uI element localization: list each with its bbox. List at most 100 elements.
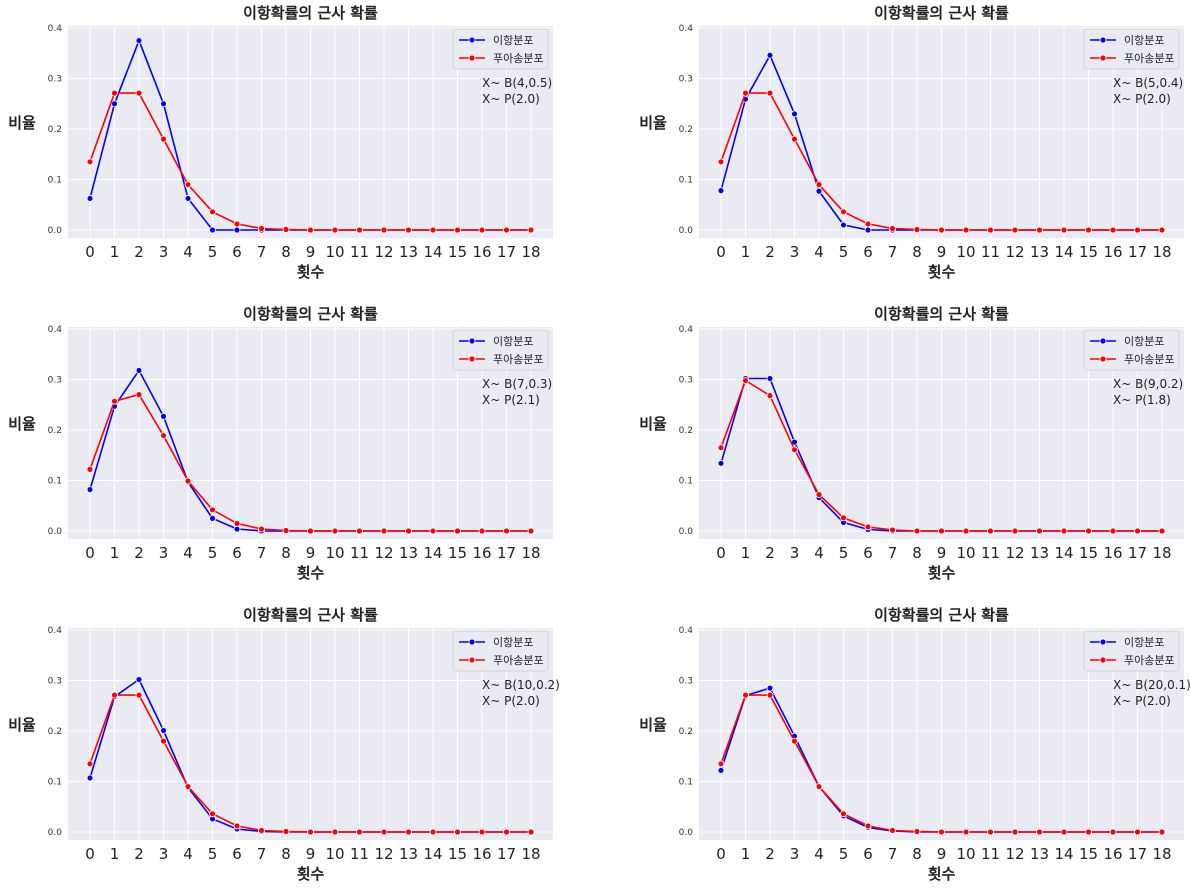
x-tick-label: 13 (1030, 845, 1049, 863)
data-point-poisson (791, 446, 798, 454)
y-tick-label: 0.4 (48, 24, 63, 34)
chart-panel-1: 0.00.10.20.30.40 1 2 3 4 5 6 7 8 9 10 11 12 13 14 15 16 1… (8, 4, 553, 281)
y-tick-label: 0.2 (679, 125, 693, 135)
data-point-poisson (1158, 527, 1166, 535)
data-point-poisson (840, 514, 847, 522)
x-tick-label: 8 (912, 243, 922, 261)
data-point-poisson (405, 527, 412, 535)
y-axis-title: 비율 (639, 716, 667, 734)
data-point-poisson (1109, 527, 1117, 535)
data-point-poisson (111, 691, 118, 699)
x-tick-label: 2 (134, 544, 144, 562)
legend-marker-poisson (468, 355, 476, 363)
data-point-poisson (742, 89, 749, 97)
data-point-poisson (184, 477, 192, 485)
data-point-poisson (111, 89, 118, 97)
legend-label: 푸아송분포 (1124, 52, 1175, 65)
x-tick-label: 18 (521, 845, 540, 863)
data-point-poisson (307, 527, 314, 535)
y-tick-label: 0.0 (679, 226, 694, 236)
x-tick-label: 2 (134, 243, 144, 261)
data-point-poisson (233, 822, 241, 830)
data-point-poisson (209, 506, 216, 514)
x-tick-label: 1 (741, 845, 751, 863)
x-tick-label: 2 (765, 544, 775, 562)
x-tick-label: 0 (716, 243, 726, 261)
data-point-poisson (380, 527, 388, 535)
x-tick-label: 4 (183, 845, 193, 863)
x-tick-label: 7 (888, 544, 898, 562)
x-tick-label: 3 (790, 243, 800, 261)
x-tick-label: 2 (765, 845, 775, 863)
y-tick-label: 0.1 (679, 477, 693, 487)
data-point-poisson (380, 226, 388, 234)
chart-panel-4: 0.00.10.20.30.40 1 2 3 4 5 6 7 8 9 10 11 12 13 14 15 16 1… (639, 305, 1184, 582)
x-axis-title: 횟수 (928, 263, 956, 281)
x-tick-label: 10 (956, 544, 975, 562)
y-tick-label: 0.1 (48, 477, 62, 487)
x-tick-label: 14 (1054, 845, 1073, 863)
y-tick-label: 0.0 (679, 527, 694, 537)
y-tick-label: 0.0 (48, 226, 63, 236)
legend-marker-poisson (468, 54, 476, 62)
data-point-poisson (1158, 828, 1166, 836)
x-tick-label: 0 (85, 544, 95, 562)
data-point-poisson (962, 527, 970, 535)
data-point-binomial (86, 486, 94, 493)
panel-title: 이항확률의 근사 확률 (874, 305, 1009, 323)
data-point-poisson (742, 691, 749, 699)
y-tick-label: 0.4 (679, 325, 694, 335)
legend-marker-binomial (468, 337, 476, 345)
data-point-poisson (527, 527, 535, 535)
legend-label: 푸아송분포 (493, 654, 544, 667)
x-tick-label: 5 (839, 845, 849, 863)
data-point-binomial (766, 375, 774, 382)
legend-marker-poisson (1099, 54, 1107, 62)
legend-marker-binomial (1099, 638, 1107, 646)
y-tick-label: 0.2 (48, 727, 62, 737)
x-tick-label: 14 (1054, 243, 1073, 261)
distribution-annotation: X~ P(2.0) (1113, 694, 1171, 708)
y-tick-label: 0.1 (48, 778, 62, 788)
data-point-poisson (86, 465, 94, 473)
legend-frame (1083, 329, 1180, 371)
x-tick-label: 4 (814, 544, 824, 562)
data-point-poisson (1060, 226, 1068, 234)
data-point-poisson (938, 226, 945, 234)
panel-title: 이항확률의 근사 확률 (243, 305, 378, 323)
x-tick-label: 9 (306, 544, 316, 562)
chart-panel-3: 0.00.10.20.30.40 1 2 3 4 5 6 7 8 9 10 11 12 13 14 15 16 1… (8, 305, 553, 582)
data-point-binomial (135, 37, 143, 45)
data-point-poisson (478, 226, 486, 234)
legend-marker-poisson (1099, 656, 1107, 664)
x-tick-label: 15 (1079, 845, 1098, 863)
data-point-binomial (209, 226, 216, 234)
y-axis-title: 비율 (8, 114, 36, 132)
y-axis-title: 비율 (639, 114, 667, 132)
data-point-poisson (503, 226, 510, 234)
data-point-binomial (111, 100, 118, 108)
legend-frame (452, 329, 549, 371)
x-tick-label: 18 (1152, 243, 1171, 261)
data-point-poisson (1134, 226, 1141, 234)
legend-label: 푸아송분포 (1124, 654, 1175, 667)
x-tick-label: 17 (1128, 243, 1147, 261)
y-tick-label: 0.2 (48, 125, 62, 135)
data-point-poisson (454, 828, 461, 836)
data-point-poisson (791, 737, 798, 745)
y-tick-label: 0.4 (48, 325, 63, 335)
data-point-poisson (209, 810, 216, 818)
data-point-binomial (184, 195, 192, 202)
data-point-poisson (233, 520, 241, 527)
x-tick-label: 13 (1030, 544, 1049, 562)
data-point-binomial (160, 727, 167, 734)
data-point-poisson (1060, 828, 1068, 836)
legend-marker-binomial (1099, 337, 1107, 345)
x-tick-label: 11 (981, 845, 1000, 863)
x-tick-label: 5 (839, 243, 849, 261)
y-tick-label: 0.3 (679, 75, 693, 85)
data-point-poisson (1060, 527, 1068, 535)
data-point-poisson (1085, 226, 1092, 234)
